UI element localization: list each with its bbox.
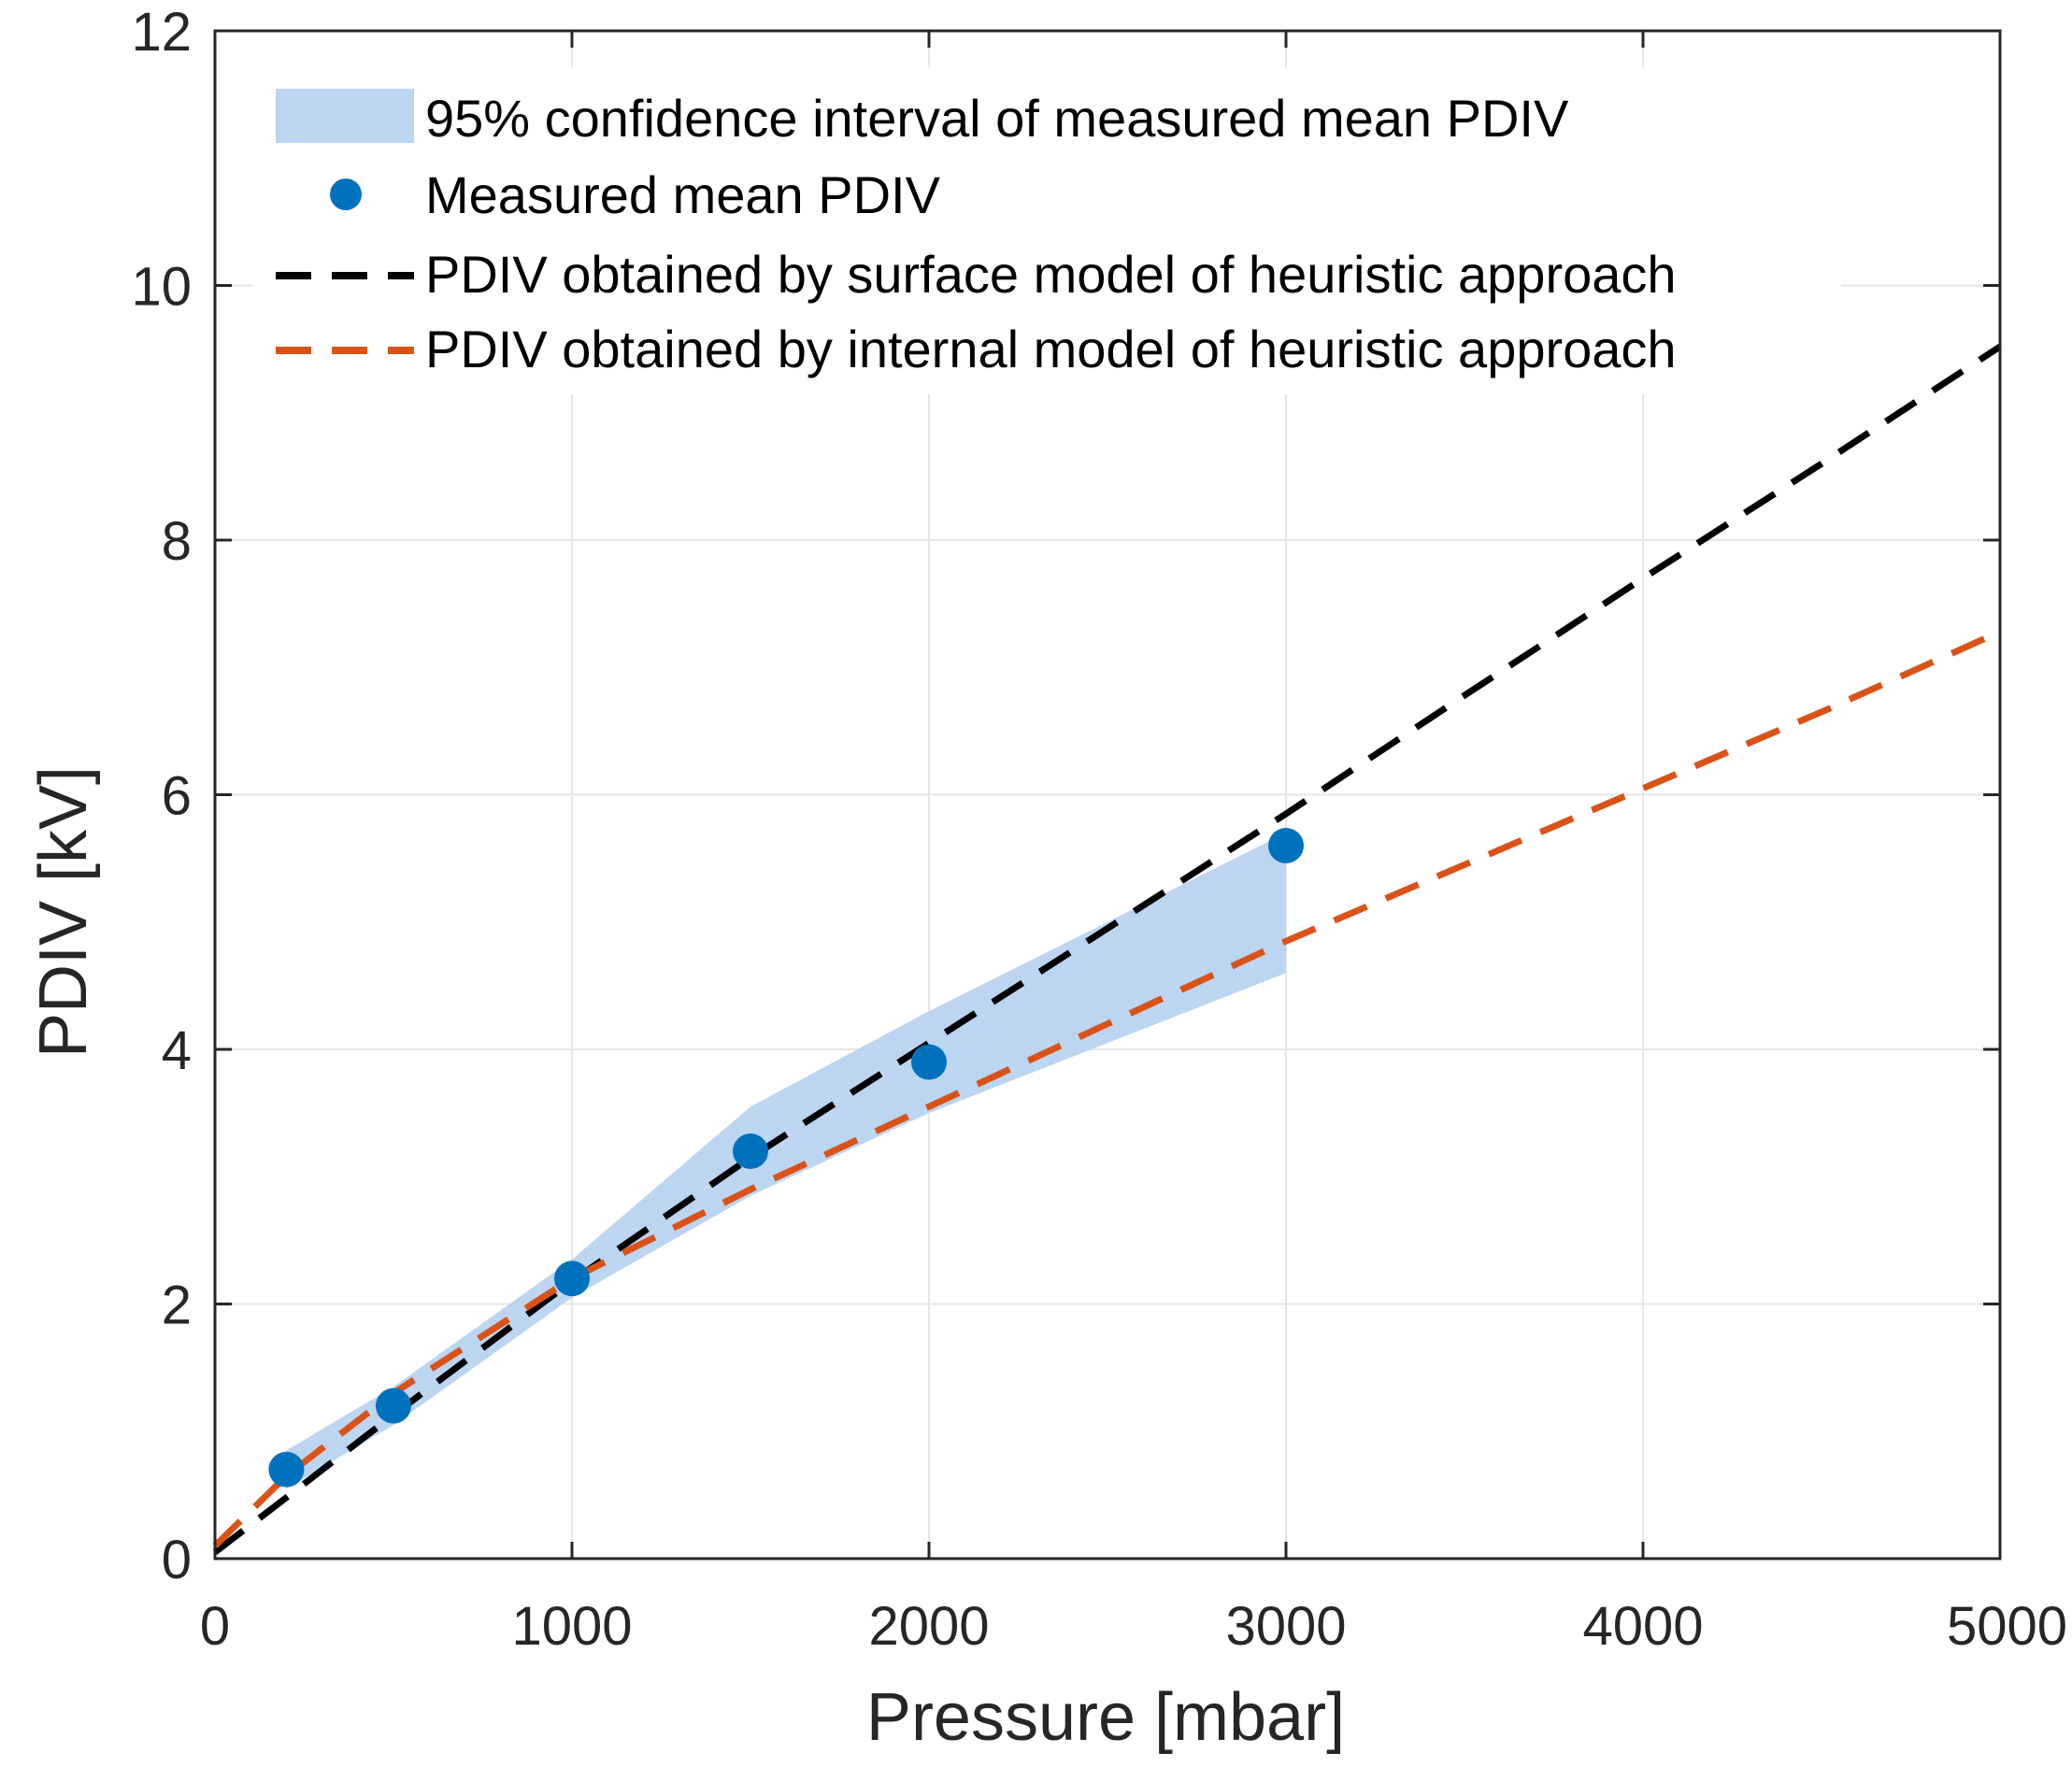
y-tick-label-12: 12 bbox=[131, 2, 192, 63]
series-line-internal-model bbox=[212, 628, 2002, 1548]
confidence-band-area bbox=[286, 833, 1286, 1489]
y-tick-label-6: 6 bbox=[162, 766, 192, 827]
legend-swatch-measured-marker bbox=[330, 178, 362, 210]
x-tick-label-4000: 4000 bbox=[1582, 1596, 1703, 1657]
x-tick-label-5000: 5000 bbox=[1947, 1596, 2067, 1657]
y-tick-label-8: 8 bbox=[162, 511, 192, 572]
x-tick-label-1000: 1000 bbox=[511, 1596, 632, 1657]
measured-point-1000 bbox=[554, 1261, 590, 1297]
measured-markers-layer bbox=[268, 828, 1304, 1488]
model-lines-layer bbox=[212, 343, 2002, 1555]
legend: 95% confidence interval of measured mean… bbox=[252, 67, 1841, 394]
measured-point-1500 bbox=[733, 1133, 768, 1169]
axes bbox=[213, 29, 2002, 1560]
legend-label-measured: Measured mean PDIV bbox=[425, 165, 941, 224]
legend-label-surface-model: PDIV obtained by surface model of heuris… bbox=[425, 245, 1677, 304]
legend-label-internal-model: PDIV obtained by internal model of heuri… bbox=[425, 320, 1677, 378]
y-tick-label-4: 4 bbox=[162, 1020, 192, 1081]
legend-label-confidence-band: 95% confidence interval of measured mean… bbox=[425, 89, 1569, 148]
measured-point-3000 bbox=[1268, 828, 1304, 863]
x-tick-label-0: 0 bbox=[200, 1596, 230, 1657]
measured-point-200 bbox=[268, 1451, 305, 1488]
measured-point-2000 bbox=[911, 1044, 947, 1080]
y-tick-label-2: 2 bbox=[162, 1275, 192, 1336]
legend-swatch-confidence-band bbox=[276, 89, 414, 143]
y-tick-label-0: 0 bbox=[162, 1530, 192, 1590]
legend-box bbox=[252, 67, 1841, 394]
y-axis-label: PDIV [kV] bbox=[26, 766, 101, 1058]
measured-point-500 bbox=[376, 1388, 411, 1424]
x-tick-label-3000: 3000 bbox=[1225, 1596, 1346, 1657]
tick-labels: 0 1000 2000 3000 4000 5000 0 2 4 6 8 10 12 bbox=[131, 2, 2067, 1657]
x-tick-label-2000: 2000 bbox=[868, 1596, 989, 1657]
x-axis-label: Pressure [mbar] bbox=[866, 1680, 1345, 1755]
confidence-band-layer bbox=[286, 833, 1286, 1489]
y-tick-label-10: 10 bbox=[131, 257, 192, 318]
series-line-surface-model bbox=[212, 343, 2002, 1555]
